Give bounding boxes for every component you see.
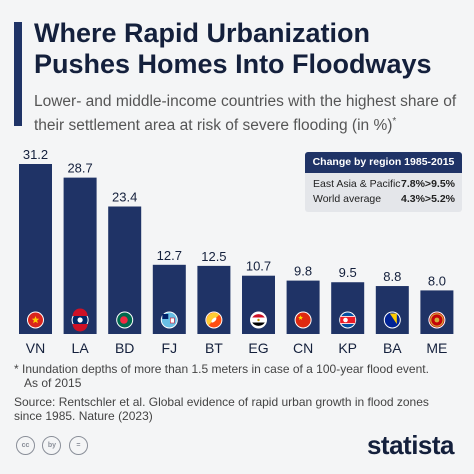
region-label: World average — [313, 193, 382, 205]
category-label: VN — [26, 340, 45, 356]
flag-star — [31, 316, 40, 324]
category-label: CN — [293, 340, 313, 356]
category-label: EG — [248, 340, 268, 356]
flag-canton — [162, 314, 169, 319]
data-label: 31.2 — [23, 147, 48, 162]
flag-border — [430, 313, 444, 327]
data-label: 23.4 — [112, 190, 137, 205]
flag-shield — [170, 317, 175, 324]
flag-band — [252, 322, 265, 326]
flag-star — [298, 315, 304, 320]
data-label: 9.8 — [294, 264, 312, 279]
bangladesh-flag-icon — [116, 311, 134, 329]
flag-band — [72, 324, 88, 332]
no-derivatives-icon[interactable]: = — [68, 436, 88, 455]
region-box-title: Change by region 1985-2015 — [305, 152, 462, 173]
footnote: * Inundation depths of more than 1.5 met… — [14, 362, 464, 390]
category-label: ME — [426, 340, 447, 356]
laos-flag-icon — [71, 308, 89, 332]
data-label: 8.8 — [383, 269, 401, 284]
flag-eagle — [257, 318, 260, 322]
source-note: Source: Rentschler et al. Global evidenc… — [14, 395, 464, 423]
source-line: Source: Rentschler et al. Global evidenc… — [14, 395, 429, 409]
region-label: East Asia & Pacific — [313, 178, 401, 190]
flag-dragon — [211, 317, 217, 323]
flag-eagle — [434, 317, 440, 323]
license-icons: cc by = — [16, 436, 91, 455]
flag-field — [295, 312, 311, 328]
category-label: BT — [205, 340, 223, 356]
category-label: LA — [72, 340, 90, 356]
region-row: East Asia & Pacific 7.8%>9.5% — [313, 178, 455, 190]
north-korea-flag-icon — [339, 311, 357, 329]
flag-disc — [77, 317, 83, 323]
flag-band — [252, 314, 265, 318]
flag-band — [72, 308, 88, 316]
vietnam-flag-icon — [27, 311, 44, 329]
data-label: 10.7 — [246, 259, 271, 274]
category-label: BD — [115, 340, 134, 356]
egypt-flag-icon — [250, 311, 267, 329]
attribution-icon[interactable]: by — [42, 436, 62, 455]
region-change-box: Change by region 1985-2015 East Asia & P… — [305, 152, 462, 212]
data-label: 8.0 — [428, 273, 446, 288]
region-value: 4.3%>5.2% — [401, 193, 455, 205]
montenegro-flag-icon — [428, 311, 446, 329]
flag-triangle — [389, 313, 397, 324]
statista-logo[interactable]: statista — [366, 430, 455, 460]
subtitle-footnote-marker: * — [392, 116, 397, 127]
category-label: BA — [383, 340, 402, 356]
region-row: World average 4.3%>5.2% — [313, 193, 455, 205]
bar — [19, 164, 52, 334]
data-label: 12.7 — [157, 248, 182, 263]
bhutan-flag-icon — [205, 311, 223, 329]
title-accent-bar — [14, 22, 22, 126]
source-line: since 1985. Nature (2023) — [14, 409, 153, 423]
bar — [63, 177, 97, 334]
chart-subtitle: Lower- and middle-income countries with … — [34, 92, 464, 136]
category-label: FJ — [162, 340, 178, 356]
fiji-flag-icon — [160, 311, 178, 329]
data-label: 28.7 — [67, 161, 92, 176]
region-value: 7.8%>9.5% — [401, 178, 455, 190]
category-label: KP — [338, 340, 357, 356]
chart-title: Where Rapid Urbanization Pushes Homes In… — [34, 18, 432, 79]
flag-disc — [343, 317, 348, 323]
footnote-line: As of 2015 — [24, 376, 82, 390]
footnote-line: * Inundation depths of more than 1.5 met… — [14, 362, 429, 376]
bosnia-flag-icon — [383, 311, 401, 329]
data-label: 9.5 — [339, 265, 357, 280]
china-flag-icon — [294, 311, 312, 329]
flag-disc — [120, 316, 128, 324]
subtitle-text: Lower- and middle-income countries with … — [34, 93, 457, 135]
data-label: 12.5 — [201, 249, 226, 264]
creative-commons-icon[interactable]: cc — [16, 436, 35, 455]
